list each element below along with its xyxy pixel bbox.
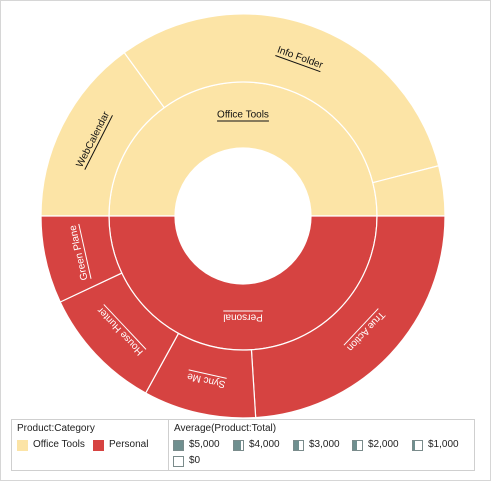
outer-ring-segment-true-action[interactable]	[250, 215, 446, 419]
legend-average-label[interactable]: $4,000	[249, 439, 280, 450]
legend-average-swatch[interactable]	[233, 440, 244, 451]
legend-average-label[interactable]: $2,000	[368, 439, 399, 450]
sunburst-center-hole	[175, 148, 311, 284]
legend: Product:Category Office Tools Personal A…	[11, 419, 475, 471]
legend-swatch-personal[interactable]	[93, 440, 104, 451]
legend-label-personal[interactable]: Personal	[109, 439, 149, 450]
outer-ring-segment-info-folder[interactable]	[123, 13, 440, 184]
legend-category-title: Product:Category	[17, 423, 95, 434]
legend-category: Product:Category Office Tools Personal	[12, 420, 169, 470]
outer-ring-segment-green-plane[interactable]	[40, 215, 123, 303]
legend-average-swatch[interactable]	[293, 440, 304, 451]
legend-average-swatch[interactable]	[352, 440, 363, 451]
legend-swatch-office-tools[interactable]	[17, 440, 28, 451]
legend-average-label[interactable]: $1,000	[428, 439, 459, 450]
inner-ring-label-office-tools[interactable]: Office Tools	[217, 110, 269, 121]
legend-average-swatch[interactable]	[173, 440, 184, 451]
legend-average-swatch[interactable]	[412, 440, 423, 451]
legend-average: Average(Product:Total) $5,000 $4,000 $3,00…	[169, 420, 474, 470]
legend-average-label[interactable]: $3,000	[309, 439, 340, 450]
legend-label-office-tools[interactable]: Office Tools	[33, 439, 85, 450]
legend-average-swatch[interactable]	[173, 456, 184, 467]
inner-ring-label-personal[interactable]: Personal	[223, 312, 262, 323]
legend-average-label[interactable]: $0	[189, 455, 201, 466]
legend-average-label[interactable]: $5,000	[189, 439, 220, 450]
legend-average-title: Average(Product:Total)	[174, 423, 277, 434]
